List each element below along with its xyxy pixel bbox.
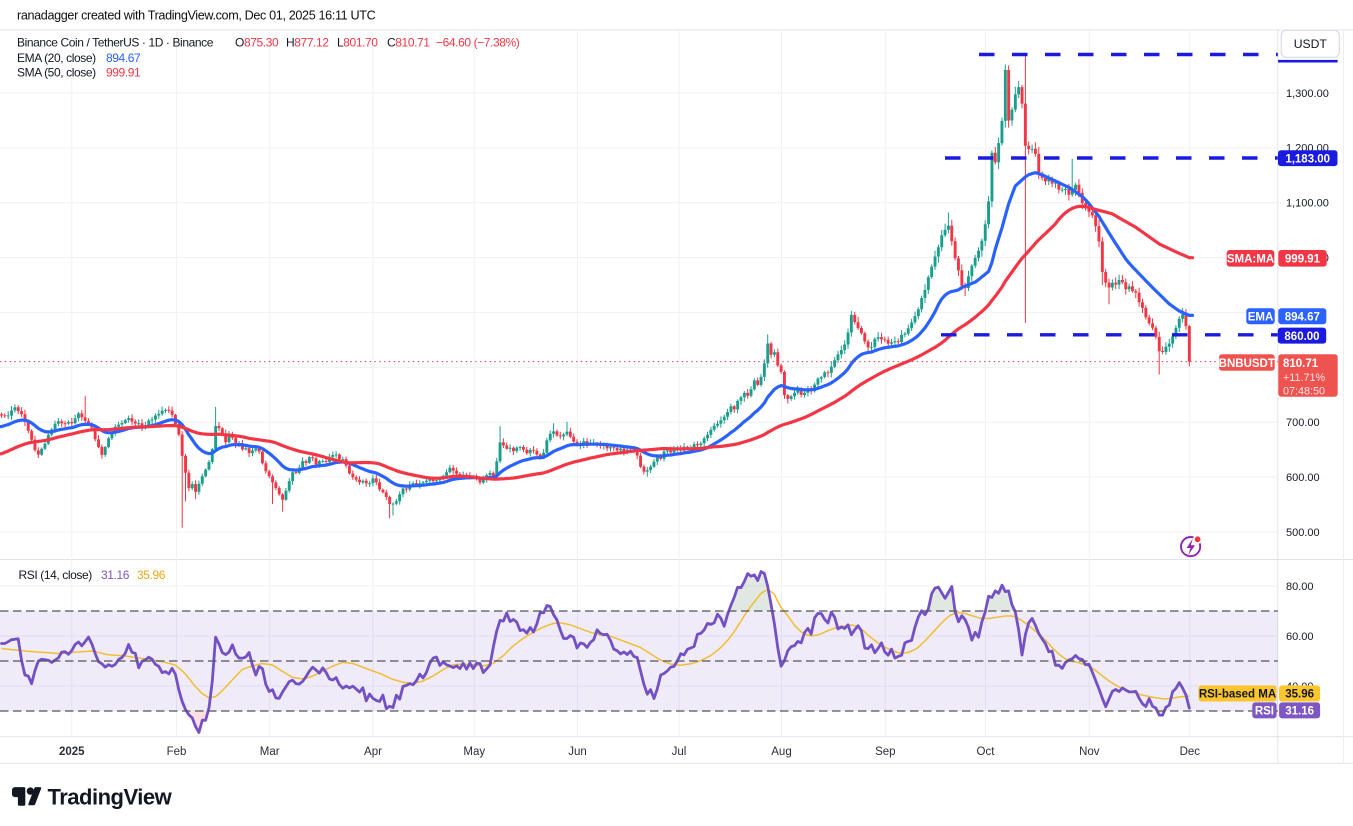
svg-text:SMA (50, close)999.91: SMA (50, close) 999.91 <box>17 66 141 80</box>
svg-text:Mar: Mar <box>260 746 280 758</box>
svg-text:07:48:50: 07:48:50 <box>1283 386 1325 398</box>
svg-text:Jul: Jul <box>672 746 687 758</box>
svg-text:USDT: USDT <box>1294 37 1328 51</box>
svg-text:Binance Coin / TetherUS · 1D ·: Binance Coin / TetherUS · 1D · Binance O8… <box>17 36 520 50</box>
svg-text:Oct: Oct <box>977 746 996 758</box>
svg-text:860.00: 860.00 <box>1284 331 1319 343</box>
svg-text:EMA: EMA <box>1248 311 1274 323</box>
svg-text:31.16: 31.16 <box>1285 706 1314 718</box>
svg-text:Dec: Dec <box>1180 746 1201 758</box>
svg-text:SMA:MA: SMA:MA <box>1227 254 1274 266</box>
svg-text:500.00: 500.00 <box>1286 527 1320 539</box>
svg-text:Sep: Sep <box>875 746 895 758</box>
svg-text:TradingView: TradingView <box>48 785 173 810</box>
svg-text:+11.71%: +11.71% <box>1283 372 1326 384</box>
svg-text:EMA (20, close)894.67: EMA (20, close) 894.67 <box>17 51 141 65</box>
svg-text:May: May <box>463 746 485 758</box>
svg-text:810.71: 810.71 <box>1283 358 1319 370</box>
svg-text:999.91: 999.91 <box>1285 254 1321 266</box>
svg-text:BNBUSDT: BNBUSDT <box>1219 358 1275 370</box>
svg-text:1,300.00: 1,300.00 <box>1286 88 1329 100</box>
svg-text:1,100.00: 1,100.00 <box>1286 198 1329 210</box>
svg-text:60.00: 60.00 <box>1286 631 1314 643</box>
svg-text:700.00: 700.00 <box>1286 417 1320 429</box>
svg-text:Aug: Aug <box>771 746 791 758</box>
svg-text:RSI-based MA: RSI-based MA <box>1199 689 1276 701</box>
svg-text:600.00: 600.00 <box>1286 472 1320 484</box>
svg-text:ranadagger created with Tradin: ranadagger created with TradingView.com,… <box>17 9 376 23</box>
svg-text:Nov: Nov <box>1079 746 1100 758</box>
svg-text:RSI: RSI <box>1255 706 1274 718</box>
svg-text:2025: 2025 <box>59 746 85 758</box>
svg-text:80.00: 80.00 <box>1286 581 1314 593</box>
svg-text:894.67: 894.67 <box>1285 311 1320 323</box>
svg-text:Apr: Apr <box>364 746 382 758</box>
svg-text:35.96: 35.96 <box>1285 689 1314 701</box>
svg-text:1,183.00: 1,183.00 <box>1285 153 1330 165</box>
svg-text:Jun: Jun <box>568 746 587 758</box>
svg-text:Feb: Feb <box>167 746 187 758</box>
